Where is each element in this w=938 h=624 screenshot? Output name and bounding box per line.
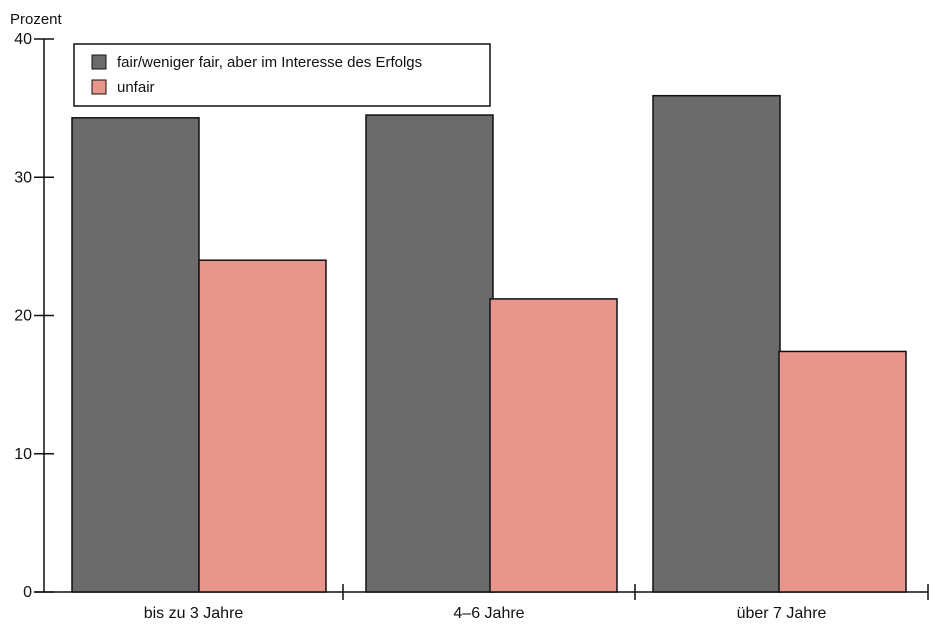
category-label: 4–6 Jahre <box>453 605 524 622</box>
category-label: bis zu 3 Jahre <box>144 605 244 622</box>
bar-fair-3 <box>652 94 781 593</box>
legend-box <box>73 43 491 107</box>
legend-label-series-1: fair/weniger fair, aber im Interesse des… <box>117 54 422 71</box>
bar-unfair-3 <box>778 350 907 593</box>
y-tick-label: 20 <box>14 308 32 325</box>
y-axis-label: Prozent <box>10 11 63 28</box>
legend-swatch-series-1 <box>91 54 107 70</box>
category-labels: bis zu 3 Jahre 4–6 Jahre über 7 Jahre <box>144 605 827 622</box>
y-tick-label: 30 <box>14 169 32 186</box>
legend-swatch-series-2 <box>91 79 107 95</box>
y-tick-label: 10 <box>14 446 32 463</box>
bar-unfair-1 <box>198 259 327 593</box>
bar-fair-1 <box>71 117 200 593</box>
y-tick-label: 0 <box>23 584 32 601</box>
bar-unfair-2 <box>489 298 618 593</box>
legend-label-series-2: unfair <box>117 79 155 96</box>
y-tick-label: 40 <box>14 31 32 48</box>
legend: fair/weniger fair, aber im Interesse des… <box>73 43 491 107</box>
category-label: über 7 Jahre <box>737 605 827 622</box>
bar-fair-2 <box>365 114 494 593</box>
bars <box>71 94 907 593</box>
